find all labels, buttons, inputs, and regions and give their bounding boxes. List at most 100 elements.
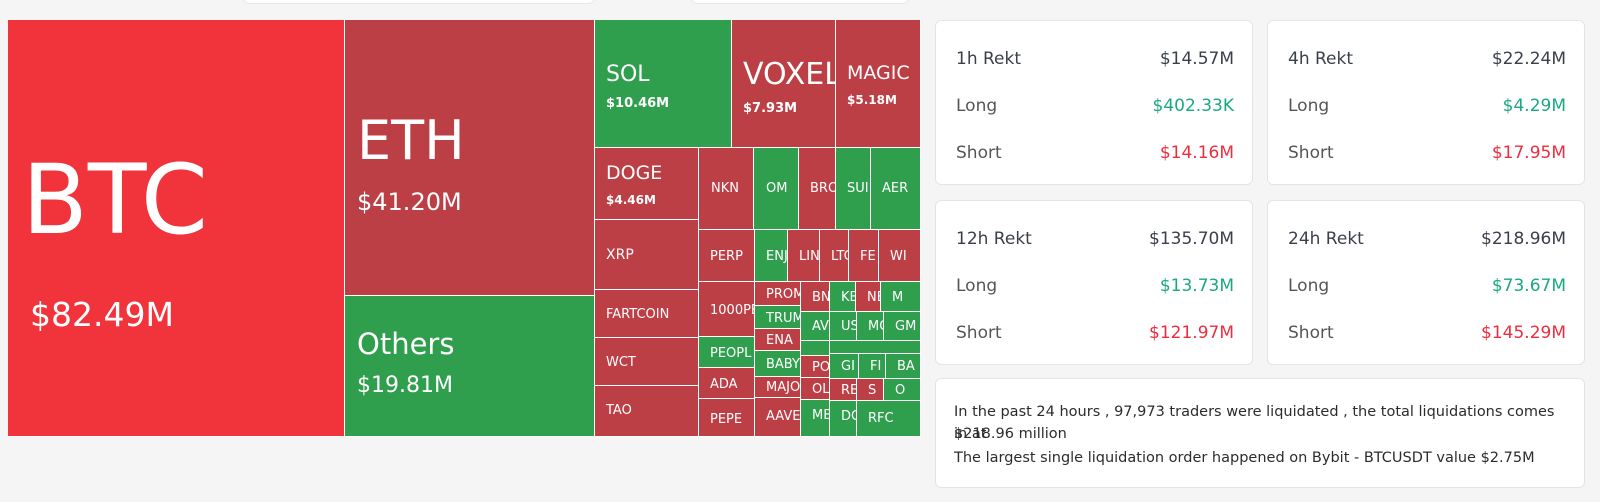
tile-av[interactable]: AV — [801, 312, 830, 341]
tile-symbol: AER — [882, 181, 909, 196]
liquidation-summary: In the past 24 hours , 97,973 traders we… — [935, 378, 1585, 488]
long-label: Long — [956, 96, 998, 116]
top-control-right[interactable] — [690, 0, 910, 4]
long-value: $4.29M — [1502, 96, 1566, 116]
tile-tao[interactable]: TAO — [595, 386, 699, 437]
tile-aave[interactable]: AAVE — [755, 398, 801, 437]
tile-symbol: XRP — [606, 247, 634, 263]
tile-baby[interactable]: BABY — [755, 351, 801, 377]
liquidation-treemap: BTC $82.49M ETH $41.20M Others $19.81M SOL $10.… — [8, 20, 921, 437]
tile-rfc[interactable]: RFC — [857, 401, 921, 437]
tile-fi[interactable]: FI — [859, 354, 886, 379]
tile-symbol: MO — [868, 319, 883, 334]
short-value: $145.29M — [1481, 323, 1566, 343]
tile-symbol: NKN — [711, 181, 739, 196]
tile-symbol: ADA — [710, 377, 738, 392]
tile-symbol: AAVE — [766, 409, 801, 424]
tile-bro[interactable]: BRO — [799, 148, 836, 230]
short-value: $14.16M — [1159, 143, 1234, 163]
tile-symbol: SOL — [606, 62, 650, 87]
tile-gm[interactable]: GM — [884, 312, 921, 341]
tile-majo[interactable]: MAJO — [755, 377, 801, 398]
tile-ke[interactable]: KE — [830, 282, 856, 312]
tile-symbol: S — [868, 383, 877, 398]
tile-m1[interactable]: M — [881, 282, 921, 312]
short-label: Short — [1288, 143, 1334, 163]
tile-doge[interactable]: DOGE $4.46M — [595, 148, 699, 220]
tile-ol[interactable]: OL — [801, 378, 830, 400]
tile-symbol: 1000PE — [710, 303, 755, 318]
tile-ena[interactable]: ENA — [755, 329, 801, 351]
long-value: $402.33K — [1152, 96, 1234, 116]
tile-symbol: PROM — [766, 287, 801, 302]
long-label: Long — [956, 276, 998, 296]
tile-value: $19.81M — [357, 373, 453, 398]
tile-voxel[interactable]: VOXEL $7.93M — [732, 20, 836, 148]
stat-card-4h: 4h Rekt $22.24M Long $4.29M Short $17.95M — [1267, 20, 1585, 185]
tile-perp[interactable]: PERP — [699, 230, 755, 282]
tile-wi[interactable]: WI — [879, 230, 921, 282]
tile-pepe[interactable]: PEPE — [699, 399, 755, 437]
stat-total: $22.24M — [1491, 49, 1566, 69]
tile-symbol: FI — [870, 359, 882, 374]
tile-others[interactable]: Others $19.81M — [345, 296, 595, 437]
tile-symbol: M — [892, 290, 904, 305]
tile-enj[interactable]: ENJ — [755, 230, 788, 282]
tile-symbol: ENA — [766, 333, 793, 348]
short-label: Short — [1288, 323, 1334, 343]
tile-symbol: BABY — [766, 357, 800, 372]
tile-value: $5.18M — [847, 93, 897, 107]
tile-o[interactable]: O — [884, 379, 921, 401]
tile-fe[interactable]: FE — [849, 230, 879, 282]
tile-symbol: OM — [766, 181, 788, 196]
stat-card-1h: 1h Rekt $14.57M Long $402.33K Short $14.16M — [935, 20, 1253, 185]
tile-symbol: PEPE — [710, 412, 743, 427]
tile-fartcoin[interactable]: FARTCOIN — [595, 290, 699, 338]
tile-xrp[interactable]: XRP — [595, 220, 699, 290]
stat-card-12h: 12h Rekt $135.70M Long $13.73M Short $121.9… — [935, 200, 1253, 365]
tile-ba[interactable]: BA — [886, 354, 921, 379]
tile-wct[interactable]: WCT — [595, 338, 699, 386]
tile-me[interactable]: ME — [801, 400, 830, 437]
short-value: $17.95M — [1491, 143, 1566, 163]
tile-us[interactable]: US — [830, 312, 857, 341]
stat-title: 24h Rekt — [1288, 229, 1364, 249]
tile-gi[interactable]: GI — [830, 354, 859, 379]
tile-btc[interactable]: BTC $82.49M — [8, 20, 345, 437]
summary-line-1: In the past 24 hours , 97,973 traders we… — [954, 404, 1555, 442]
tile-gr2[interactable] — [830, 341, 921, 354]
tile-symbol: DOGE — [606, 162, 663, 184]
tile-nkn[interactable]: NKN — [699, 148, 754, 230]
tile-lin[interactable]: LIN — [788, 230, 820, 282]
top-control-left[interactable] — [242, 0, 596, 4]
tile-symbol: ENJ — [766, 249, 788, 264]
tile-peopl[interactable]: PEOPL — [699, 337, 755, 368]
tile-symbol: TRUM — [766, 311, 801, 326]
tile-mo[interactable]: MO — [857, 312, 884, 341]
tile-magic[interactable]: MAGIC $5.18M — [836, 20, 921, 148]
tile-re[interactable]: RE — [830, 379, 857, 401]
tile-bn[interactable]: BN — [801, 282, 830, 312]
tile-do[interactable]: DO — [830, 401, 857, 437]
tile-eth[interactable]: ETH $41.20M — [345, 20, 595, 296]
tile-symbol: BA — [897, 359, 915, 374]
tile-symbol: BN — [812, 290, 830, 305]
tile-symbol: RFC — [868, 411, 894, 426]
tile-symbol: Others — [357, 327, 455, 361]
short-label: Short — [956, 143, 1002, 163]
tile-sol[interactable]: SOL $10.46M — [595, 20, 732, 148]
tile-prom[interactable]: PROM — [755, 282, 801, 306]
stat-card-24h: 24h Rekt $218.96M Long $73.67M Short $145.2… — [1267, 200, 1585, 365]
tile-sui[interactable]: SUI — [836, 148, 871, 230]
tile-1000pe[interactable]: 1000PE — [699, 282, 755, 337]
tile-aer[interactable]: AER — [871, 148, 921, 230]
tile-s[interactable]: S — [857, 379, 884, 401]
tile-po[interactable]: PO — [801, 356, 830, 378]
tile-ne[interactable]: NE — [856, 282, 881, 312]
tile-om[interactable]: OM — [754, 148, 799, 230]
tile-symbol: FE — [860, 249, 876, 264]
tile-ltc[interactable]: LTC — [820, 230, 849, 282]
tile-ada[interactable]: ADA — [699, 368, 755, 399]
tile-trum[interactable]: TRUM — [755, 306, 801, 329]
tile-gr1[interactable] — [801, 341, 830, 356]
